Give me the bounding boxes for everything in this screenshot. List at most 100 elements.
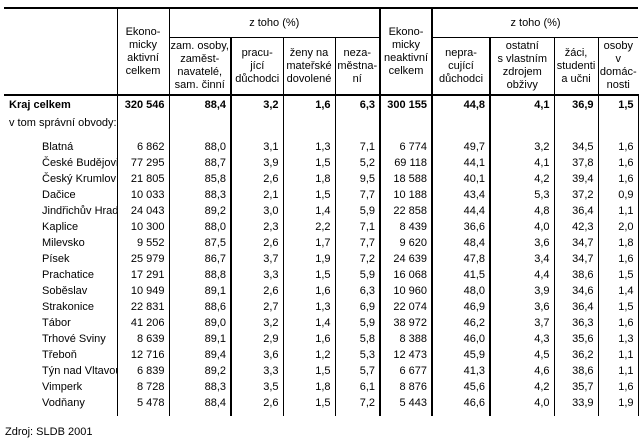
cell-value <box>283 114 336 132</box>
cell-value: 43,4 <box>432 187 492 203</box>
cell-value: 89,4 <box>169 347 232 363</box>
cell-value: 5,8 <box>335 331 382 347</box>
table-header: Ekono- micky aktivní celkem z toho (%) E… <box>4 7 639 95</box>
cell-value: 2,6 <box>231 235 284 251</box>
cell-value: 3,6 <box>490 299 555 315</box>
economic-activity-table: Ekono- micky aktivní celkem z toho (%) E… <box>4 7 639 416</box>
cell-value: 1,6 <box>283 94 336 114</box>
header-sub-row: zam. osoby, zaměst- navatelé, sam. činní… <box>4 37 638 95</box>
cell-value: 1,6 <box>598 155 639 171</box>
cell-value: 3,4 <box>490 251 555 267</box>
cell-value: 5,2 <box>335 155 382 171</box>
cell-value: 85,8 <box>169 171 232 187</box>
cell-value: 89,1 <box>169 331 232 347</box>
cell-value: 4,4 <box>490 267 555 283</box>
cell-value: 2,1 <box>231 187 284 203</box>
cell-value: 39,4 <box>554 171 599 187</box>
row-label: Kraj celkem <box>4 94 118 114</box>
row-label: Milevsko <box>4 235 118 251</box>
cell-value: 69 118 <box>380 155 434 171</box>
cell-value: 4,1 <box>490 155 555 171</box>
row-label: Jindřichův Hradec <box>4 203 118 219</box>
row-label: Třeboň <box>4 347 118 363</box>
row-label: Tábor <box>4 315 118 331</box>
cell-value: 88,3 <box>169 187 232 203</box>
cell-value: 2,6 <box>231 171 284 187</box>
group-header-right: z toho (%) <box>432 7 639 38</box>
table-row: Písek 25 979 86,7 3,7 1,9 7,2 24 639 47,8 3,4 34,… <box>4 251 639 267</box>
cell-value: 44,4 <box>432 203 492 219</box>
col-header-zaci-studenti: žáci, studenti a učni <box>554 37 599 95</box>
cell-value: 300 155 <box>380 94 434 114</box>
table-row: Dačice 10 033 88,3 2,1 1,5 7,7 10 188 43,4 5,3 37… <box>4 187 639 203</box>
cell-value: 36,2 <box>554 347 599 363</box>
cell-value: 8 876 <box>380 379 434 395</box>
row-label: Trhové Sviny <box>4 331 118 347</box>
cell-value: 7,7 <box>335 235 382 251</box>
cell-value: 38 972 <box>380 315 434 331</box>
cell-value: 1,5 <box>283 363 336 379</box>
cell-value: 37,8 <box>554 155 599 171</box>
cell-value: 5,7 <box>335 363 382 379</box>
row-label: Vimperk <box>4 379 118 395</box>
cell-value: 6 839 <box>117 363 170 379</box>
cell-value <box>380 114 434 132</box>
table-row: Blatná 6 862 88,0 3,1 1,3 7,1 6 774 49,7 3,2 34,5… <box>4 132 639 155</box>
cell-value <box>490 114 555 132</box>
cell-value: 86,7 <box>169 251 232 267</box>
cell-value: 88,7 <box>169 155 232 171</box>
cell-value: 4,6 <box>490 363 555 379</box>
table-row: Třeboň 12 716 89,4 3,6 1,2 5,3 12 473 45,9 4,5 36… <box>4 347 639 363</box>
cell-value: 1,6 <box>283 331 336 347</box>
cell-value: 12 716 <box>117 347 170 363</box>
col-header-ekonomicky-neaktivni: Ekono- micky neaktivní celkem <box>380 7 434 95</box>
cell-value: 87,5 <box>169 235 232 251</box>
cell-value: 25 979 <box>117 251 170 267</box>
cell-value: 9,5 <box>335 171 382 187</box>
cell-value: 1,6 <box>598 315 639 331</box>
row-label: Strakonice <box>4 299 118 315</box>
cell-value: 46,2 <box>432 315 492 331</box>
cell-value: 12 473 <box>380 347 434 363</box>
cell-value: 5,9 <box>335 315 382 331</box>
cell-value: 1,6 <box>598 379 639 395</box>
cell-value: 2,3 <box>231 219 284 235</box>
cell-value: 42,3 <box>554 219 599 235</box>
row-label: Týn nad Vltavou <box>4 363 118 379</box>
cell-value: 34,7 <box>554 235 599 251</box>
cell-value: 47,8 <box>432 251 492 267</box>
cell-value: 1,9 <box>283 251 336 267</box>
cell-value: 8 439 <box>380 219 434 235</box>
cell-value: 1,6 <box>598 132 639 155</box>
row-label: Soběslav <box>4 283 118 299</box>
cell-value: 3,5 <box>231 379 284 395</box>
cell-value: 4,1 <box>490 94 555 114</box>
cell-value: 5,3 <box>335 347 382 363</box>
row-label: Dačice <box>4 187 118 203</box>
cell-value: 34,6 <box>554 283 599 299</box>
cell-value: 3,2 <box>231 94 284 114</box>
cell-value: 37,2 <box>554 187 599 203</box>
col-header-ekonomicky-aktivni: Ekono- micky aktivní celkem <box>117 7 170 95</box>
row-label: Český Krumlov <box>4 171 118 187</box>
cell-value: 88,4 <box>169 94 232 114</box>
header-group-row: Ekono- micky aktivní celkem z toho (%) E… <box>4 7 639 95</box>
cell-value: 1,5 <box>598 94 639 114</box>
row-label: Písek <box>4 251 118 267</box>
cell-value: 9 552 <box>117 235 170 251</box>
cell-value: 36,4 <box>554 203 599 219</box>
cell-value: 33,9 <box>554 395 599 416</box>
cell-value: 7,2 <box>335 251 382 267</box>
cell-value: 38,6 <box>554 363 599 379</box>
cell-value: 88,3 <box>169 379 232 395</box>
cell-value: 45,6 <box>432 379 492 395</box>
cell-value: 1,4 <box>598 283 639 299</box>
cell-value: 1,6 <box>283 283 336 299</box>
cell-value: 1,5 <box>283 187 336 203</box>
cell-value: 1,1 <box>598 347 639 363</box>
cell-value: 9 620 <box>380 235 434 251</box>
cell-value: 3,6 <box>490 235 555 251</box>
cell-value: 1,3 <box>283 299 336 315</box>
